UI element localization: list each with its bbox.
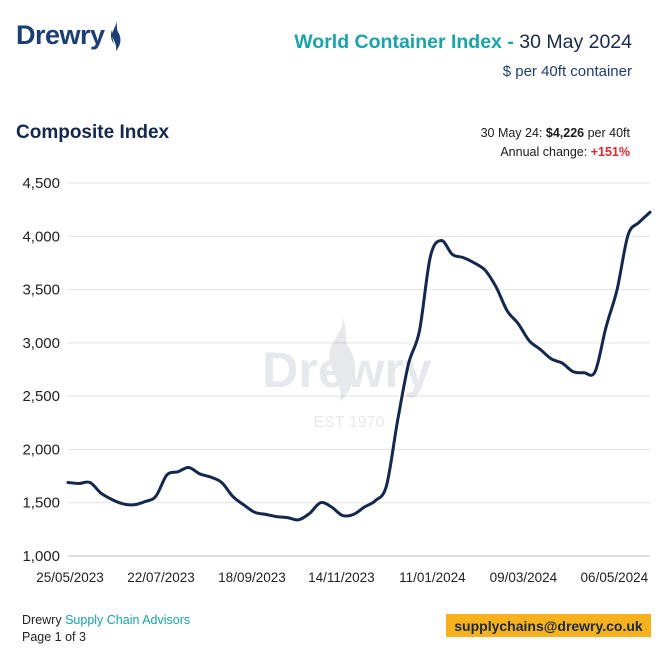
y-tick-label: 2,000 (22, 441, 60, 458)
watermark-est: EST 1970 (314, 414, 385, 431)
x-tick-label: 11/01/2024 (399, 570, 466, 585)
summary-box: 30 May 24: $4,226 per 40ft Annual change… (481, 124, 630, 162)
summary-change-value: +151% (590, 145, 630, 159)
series-line-composite-index (66, 210, 652, 522)
summary-latest-unit: per 40ft (587, 126, 630, 140)
line-chart: Drewry EST 1970 1,0001,5002,0002,5003,00… (22, 175, 652, 585)
footer-info: Drewry Supply Chain Advisors Page 1 of 3 (22, 612, 190, 646)
x-tick-label: 22/07/2023 (127, 570, 195, 585)
y-tick-label: 2,500 (22, 388, 60, 405)
header-subtitle: $ per 40ft container (502, 63, 632, 80)
y-tick-label: 1,500 (22, 495, 60, 512)
x-tick-label: 18/09/2023 (218, 570, 286, 585)
x-tick-label: 09/03/2024 (490, 570, 558, 585)
header-title: World Container Index - 30 May 2024 (294, 31, 632, 54)
page-number: Page 1 of 3 (22, 630, 86, 644)
y-tick-label: 4,500 (22, 175, 60, 192)
summary-change-label: Annual change: (500, 145, 588, 159)
x-tick-label: 14/11/2023 (308, 570, 375, 585)
summary-change: Annual change: +151% (481, 143, 630, 162)
contact-email-link[interactable]: supplychains@drewry.co.uk (446, 614, 651, 637)
watermark-flame-icon (329, 312, 356, 402)
y-tick-label: 4,000 (22, 228, 60, 245)
logo-text: Drewry (16, 19, 105, 50)
footer-company: Drewry Supply Chain Advisors (22, 612, 190, 629)
footer-brand: Drewry (22, 613, 62, 627)
y-tick-label: 1,000 (22, 548, 60, 565)
index-name: World Container Index (294, 31, 502, 53)
axis-layer: 1,000 1,500 2,000 2,500 3,000 3,500 4,000 4,500… (22, 175, 648, 585)
grid-layer (68, 182, 650, 557)
summary-latest-label: 30 May 24: (480, 126, 543, 140)
x-tick-label: 25/05/2023 (36, 570, 104, 585)
series-layer (66, 210, 652, 522)
flame-icon (110, 19, 121, 51)
index-date: 30 May 2024 (519, 31, 632, 53)
x-tick-label: 06/05/2024 (581, 570, 649, 585)
footer-division: Supply Chain Advisors (65, 613, 191, 627)
summary-latest: 30 May 24: $4,226 per 40ft (481, 124, 630, 143)
drewry-logo: Drewry (16, 18, 123, 52)
summary-latest-value: $4,226 (545, 126, 585, 140)
chart-title: Composite Index (16, 122, 170, 143)
title-dash: - (507, 31, 514, 53)
y-tick-label: 3,000 (22, 335, 60, 352)
y-tick-label: 3,500 (22, 282, 60, 299)
